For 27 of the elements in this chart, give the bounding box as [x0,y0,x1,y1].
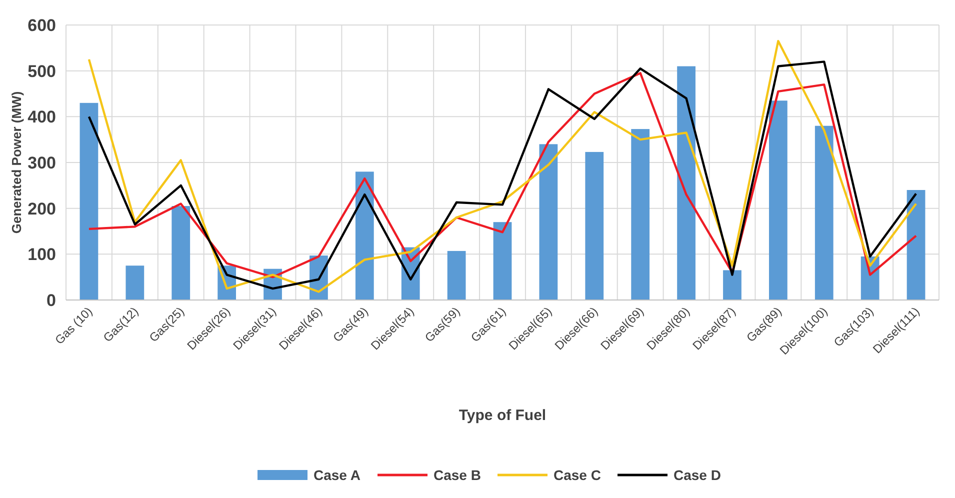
bar [126,266,144,300]
y-tick-label: 0 [46,290,56,310]
bar [172,206,190,300]
bar [585,152,604,300]
bar [631,129,650,300]
bar [906,190,926,300]
bar [677,66,696,300]
y-tick-label: 300 [28,153,56,172]
y-tick-label: 600 [28,16,56,35]
bar [768,100,788,300]
bar [447,250,466,300]
legend-label: Case D [674,467,721,483]
y-tick-label: 100 [28,245,56,264]
y-tick-label: 500 [28,62,56,81]
legend-label: Case B [434,467,481,483]
y-tick-label: 200 [28,199,56,218]
bar [539,144,558,300]
y-axis-title: Generated Power (MW) [9,91,24,234]
bar [814,126,834,300]
bar [355,172,374,300]
legend-label: Case A [314,467,360,483]
bar [80,102,98,300]
x-axis-title: Type of Fuel [458,407,546,424]
bar [723,270,742,300]
legend-label: Case C [554,467,601,483]
y-tick-label: 400 [28,108,56,127]
bar [493,222,512,300]
